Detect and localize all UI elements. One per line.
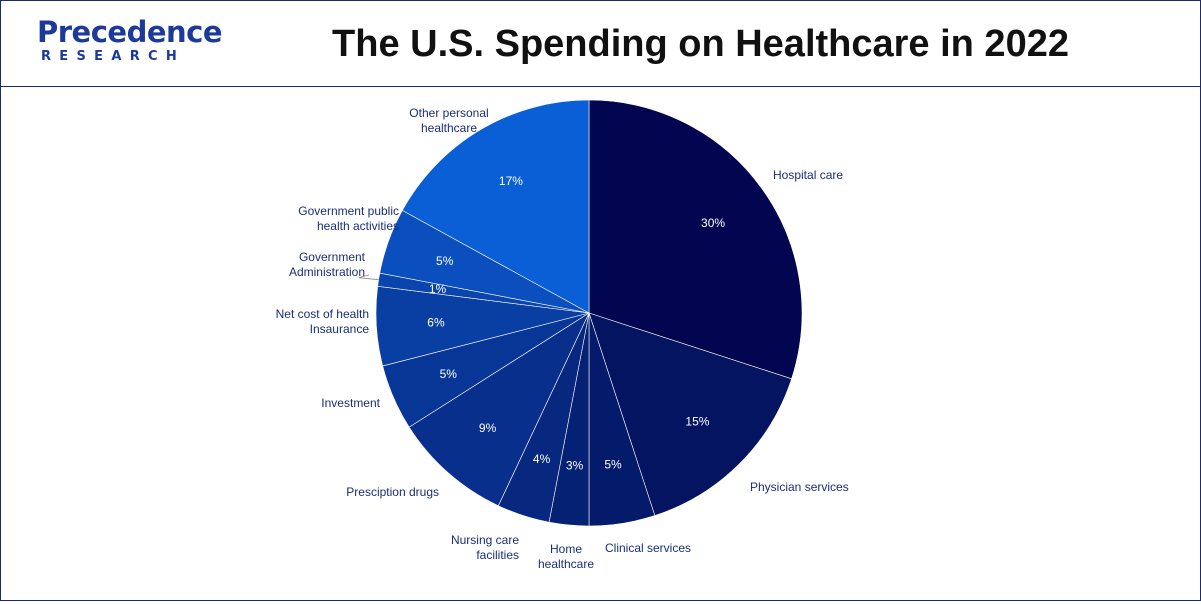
value-label-home-healthcare: 3% xyxy=(566,459,584,473)
value-label-presciption-drugs: 9% xyxy=(479,421,497,435)
value-label-other-personal-healthcare: 17% xyxy=(499,174,523,188)
leader-line-government-administration xyxy=(358,274,379,281)
value-label-hospital-care: 30% xyxy=(701,216,725,230)
pie-slice-presciption-drugs xyxy=(408,312,590,507)
category-label-other-personal-healthcare: Other personal healthcare xyxy=(409,106,488,135)
value-label-clinical-services: 5% xyxy=(604,457,622,471)
pie-slice-hospital-care xyxy=(588,99,803,380)
logo-wordmark: Precedence xyxy=(37,15,223,49)
category-label-investment: Investment xyxy=(321,396,380,410)
chart-area: 30% 15% 5% 3% 4% 9% 5% 6% 1% 5% 17% Hospital care P… xyxy=(1,87,1200,600)
header: Precedence RESEARCH The U.S. Spending on… xyxy=(1,1,1200,87)
pie-slice-other-personal-healthcare xyxy=(401,99,590,314)
category-label-clinical-services: Clinical services xyxy=(605,541,691,555)
category-label-government-administration: Government Administration xyxy=(289,250,366,279)
value-label-government-public-health-activities: 5% xyxy=(436,254,454,268)
pie-slice-physician-services xyxy=(588,312,792,516)
value-label-net-cost-of-health-insaurance: 6% xyxy=(427,316,445,330)
category-label-government-public-health-activities: Government public health activities xyxy=(298,204,399,233)
precedence-research-logo: Precedence RESEARCH xyxy=(37,15,227,71)
category-label-home-healthcare: Home healthcare xyxy=(538,542,594,571)
category-label-presciption-drugs: Presciption drugs xyxy=(346,485,439,499)
pie-chart: 30% 15% 5% 3% 4% 9% 5% 6% 1% 5% 17% Hospital care P… xyxy=(276,99,849,571)
value-label-investment: 5% xyxy=(440,367,458,381)
value-label-government-administration: 1% xyxy=(429,282,447,296)
chart-title: The U.S. Spending on Healthcare in 2022 xyxy=(332,23,1069,65)
value-label-physician-services: 15% xyxy=(685,414,709,428)
category-label-physician-services: Physician services xyxy=(750,480,849,494)
category-label-nursing-care-facilities: Nursing care facilities xyxy=(451,533,519,562)
value-label-nursing-care-facilities: 4% xyxy=(533,452,551,466)
logo-subtitle: RESEARCH xyxy=(41,49,186,64)
category-label-net-cost-of-health-insaurance: Net cost of health Insaurance xyxy=(276,307,370,336)
category-label-hospital-care: Hospital care xyxy=(773,168,843,182)
